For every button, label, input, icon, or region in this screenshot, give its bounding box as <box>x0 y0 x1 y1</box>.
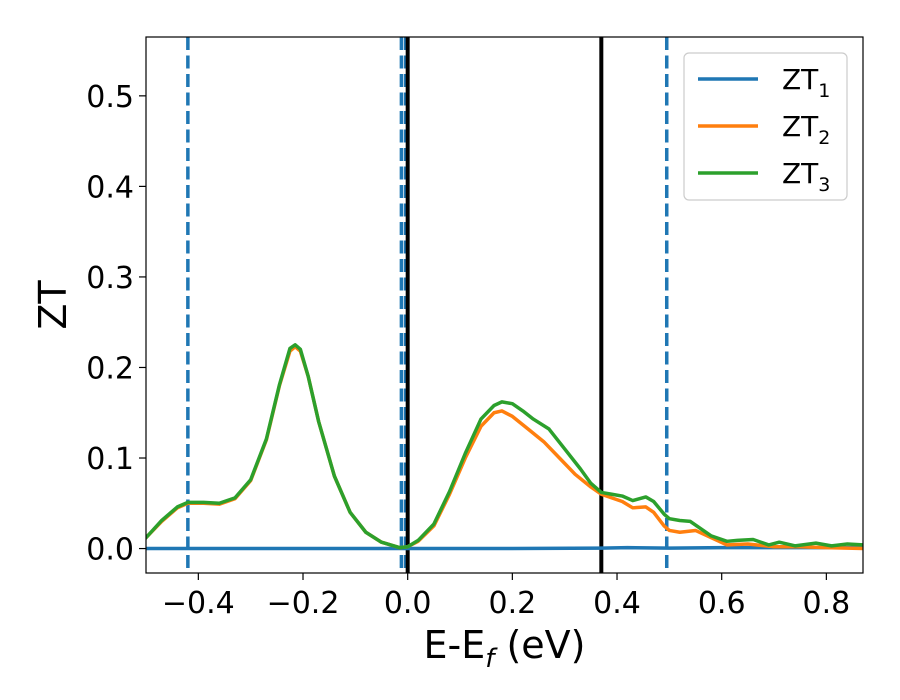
y-axis-label: ZT <box>31 280 75 330</box>
reference-lines <box>186 37 669 573</box>
y-tick-label: 0.4 <box>86 170 134 205</box>
y-tick-label: 0.0 <box>86 533 134 568</box>
legend-label-2: ZT2 <box>782 110 830 149</box>
legend-label-1: ZT1 <box>782 63 830 102</box>
y-tick-label: 0.3 <box>86 261 134 296</box>
x-label-main: E-E <box>424 623 486 667</box>
y-tick-label: 0.5 <box>86 80 134 115</box>
x-tick-label: 0.6 <box>698 586 746 621</box>
plot-frame <box>145 36 864 574</box>
x-tick-label: 0.0 <box>384 586 432 621</box>
series-line-1 <box>146 545 863 551</box>
legend-label-3: ZT3 <box>782 157 830 196</box>
legend: ZT1 ZT2 ZT3 <box>683 52 848 201</box>
series-line-2 <box>146 344 863 551</box>
x-tick-label: 0.4 <box>593 586 641 621</box>
axes-frame <box>145 36 864 574</box>
legend-box <box>683 52 848 201</box>
y-tick-label: 0.1 <box>86 442 134 477</box>
y-tick-label: 0.2 <box>86 351 134 386</box>
x-tick-label: −0.4 <box>162 586 235 621</box>
x-tick-label: 0.8 <box>803 586 851 621</box>
x-tick-label: −0.2 <box>267 586 340 621</box>
x-label-unit: (eV) <box>494 623 585 667</box>
y-axis: 0.0 0.1 0.2 0.3 0.4 0.5 <box>86 80 146 568</box>
x-axis: −0.4 −0.2 0.0 0.2 0.4 0.6 0.8 <box>162 573 850 621</box>
series-lines <box>146 343 863 551</box>
x-axis-label: E-Ef (eV) <box>424 623 586 674</box>
x-tick-label: 0.2 <box>488 586 536 621</box>
series-line-3 <box>146 343 863 550</box>
